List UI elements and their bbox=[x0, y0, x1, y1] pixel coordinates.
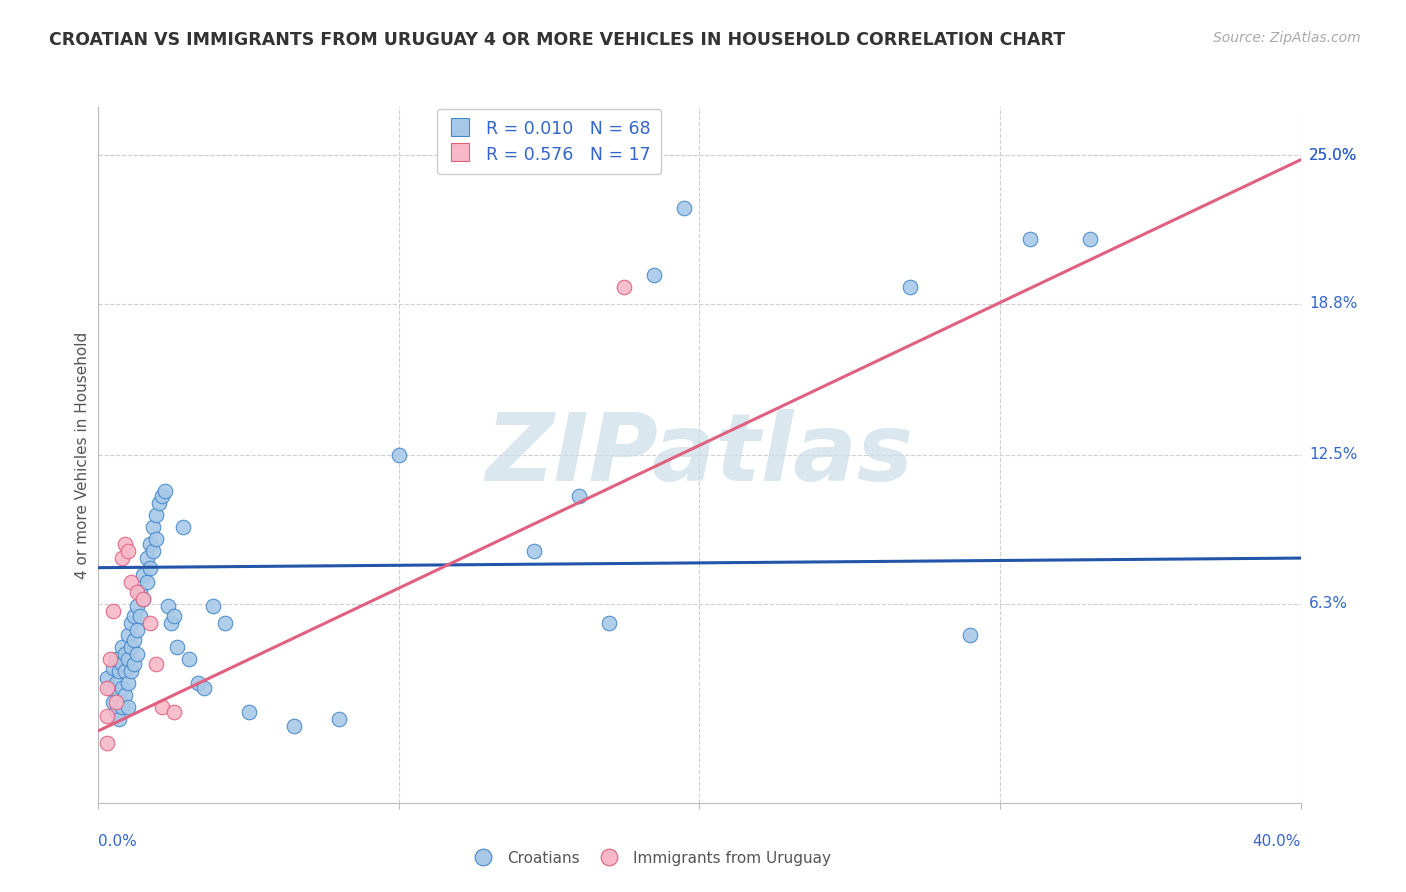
Point bbox=[138, 537, 160, 551]
Point bbox=[105, 652, 128, 666]
Point bbox=[111, 640, 134, 654]
Legend: Croatians, Immigrants from Uruguay: Croatians, Immigrants from Uruguay bbox=[465, 845, 837, 871]
Point bbox=[117, 652, 139, 666]
Point bbox=[1019, 232, 1042, 246]
Point bbox=[138, 560, 160, 574]
Point bbox=[127, 647, 149, 661]
Point bbox=[959, 628, 981, 642]
Point bbox=[121, 615, 143, 630]
Point bbox=[103, 661, 125, 675]
Point bbox=[145, 657, 167, 671]
Point bbox=[105, 705, 128, 719]
Text: 40.0%: 40.0% bbox=[1253, 834, 1301, 849]
Point bbox=[111, 699, 134, 714]
Point bbox=[328, 712, 350, 726]
Point bbox=[141, 544, 163, 558]
Point bbox=[214, 615, 236, 630]
Point bbox=[238, 705, 260, 719]
Text: ZIPatlas: ZIPatlas bbox=[485, 409, 914, 501]
Point bbox=[96, 736, 118, 750]
Text: Source: ZipAtlas.com: Source: ZipAtlas.com bbox=[1213, 31, 1361, 45]
Point bbox=[96, 709, 118, 723]
Point bbox=[132, 591, 155, 606]
Point bbox=[124, 608, 146, 623]
Point bbox=[145, 532, 167, 546]
Point bbox=[201, 599, 224, 613]
Point bbox=[568, 489, 591, 503]
Point bbox=[124, 657, 146, 671]
Point bbox=[114, 647, 136, 661]
Point bbox=[150, 489, 173, 503]
Point bbox=[156, 599, 179, 613]
Text: 25.0%: 25.0% bbox=[1309, 147, 1357, 162]
Point bbox=[129, 584, 152, 599]
Point bbox=[283, 719, 305, 733]
Point bbox=[121, 640, 143, 654]
Point bbox=[138, 615, 160, 630]
Point bbox=[127, 623, 149, 637]
Text: 25.0%: 25.0% bbox=[1309, 147, 1357, 162]
Point bbox=[613, 280, 636, 294]
Y-axis label: 4 or more Vehicles in Household: 4 or more Vehicles in Household bbox=[75, 331, 90, 579]
Point bbox=[105, 676, 128, 690]
Point bbox=[111, 551, 134, 566]
Point bbox=[172, 520, 194, 534]
Point bbox=[598, 615, 620, 630]
Point bbox=[898, 280, 921, 294]
Point bbox=[673, 201, 696, 215]
Point bbox=[1078, 232, 1101, 246]
Point bbox=[135, 551, 157, 566]
Point bbox=[124, 632, 146, 647]
Point bbox=[132, 591, 155, 606]
Point bbox=[108, 688, 131, 702]
Point bbox=[388, 448, 411, 462]
Point bbox=[523, 544, 546, 558]
Point bbox=[643, 268, 665, 282]
Point bbox=[114, 664, 136, 678]
Point bbox=[117, 544, 139, 558]
Point bbox=[114, 688, 136, 702]
Point bbox=[127, 584, 149, 599]
Point bbox=[166, 640, 188, 654]
Point bbox=[96, 681, 118, 695]
Point bbox=[114, 537, 136, 551]
Point bbox=[103, 695, 125, 709]
Text: 0.0%: 0.0% bbox=[98, 834, 138, 849]
Point bbox=[108, 664, 131, 678]
Point bbox=[132, 567, 155, 582]
Point bbox=[100, 652, 122, 666]
Point bbox=[96, 671, 118, 685]
Point bbox=[100, 681, 122, 695]
Text: CROATIAN VS IMMIGRANTS FROM URUGUAY 4 OR MORE VEHICLES IN HOUSEHOLD CORRELATION : CROATIAN VS IMMIGRANTS FROM URUGUAY 4 OR… bbox=[49, 31, 1066, 49]
Text: 6.3%: 6.3% bbox=[1309, 596, 1348, 611]
Point bbox=[117, 699, 139, 714]
Point bbox=[117, 628, 139, 642]
Point bbox=[135, 575, 157, 590]
Point bbox=[141, 520, 163, 534]
Point bbox=[117, 676, 139, 690]
Point bbox=[187, 676, 209, 690]
Text: 18.8%: 18.8% bbox=[1309, 296, 1357, 311]
Point bbox=[177, 652, 200, 666]
Point bbox=[127, 599, 149, 613]
Point bbox=[145, 508, 167, 522]
Point bbox=[162, 705, 184, 719]
Point bbox=[111, 681, 134, 695]
Point bbox=[121, 575, 143, 590]
Text: 12.5%: 12.5% bbox=[1309, 448, 1357, 462]
Point bbox=[105, 695, 128, 709]
Point bbox=[103, 604, 125, 618]
Point bbox=[148, 496, 170, 510]
Point bbox=[193, 681, 215, 695]
Point bbox=[111, 657, 134, 671]
Point bbox=[150, 699, 173, 714]
Point bbox=[153, 483, 176, 498]
Point bbox=[129, 608, 152, 623]
Point bbox=[162, 608, 184, 623]
Point bbox=[159, 615, 181, 630]
Point bbox=[121, 664, 143, 678]
Point bbox=[108, 712, 131, 726]
